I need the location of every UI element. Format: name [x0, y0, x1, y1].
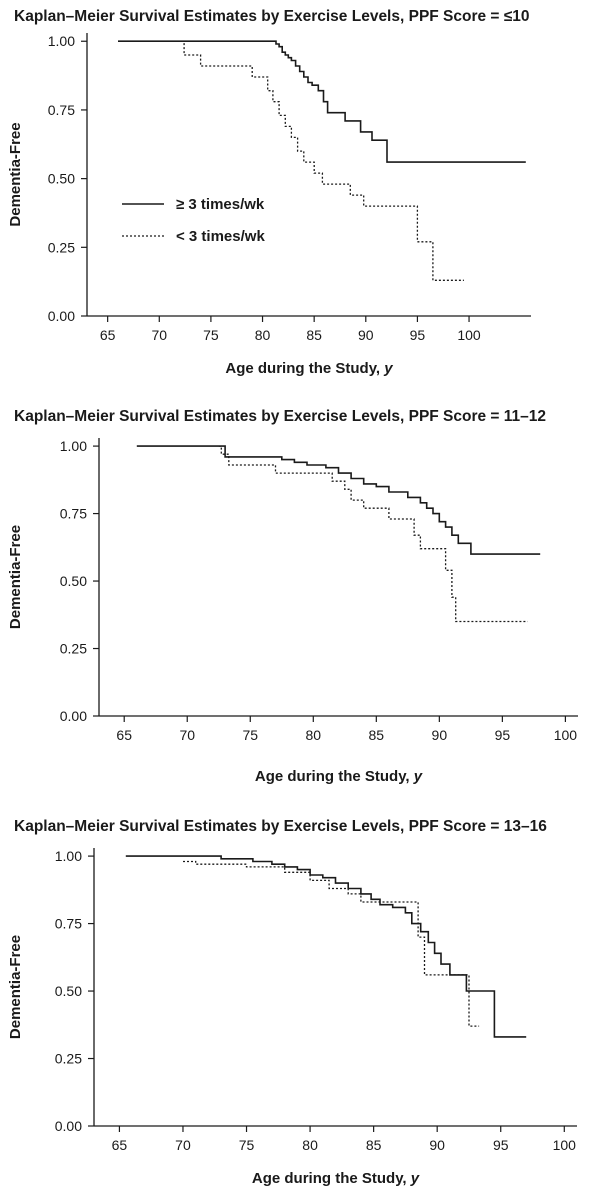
x-axis-title-text: Age during the Study, — [225, 360, 384, 377]
y-tick-label: 0.75 — [60, 506, 87, 522]
x-tick-label: 95 — [493, 1137, 509, 1153]
x-tick-label: 65 — [116, 727, 132, 743]
x-tick-label: 90 — [432, 727, 448, 743]
x-tick-label: 85 — [306, 327, 322, 343]
y-tick-label: 0.00 — [55, 1118, 82, 1134]
km-curve-ge3-times-wk — [118, 40, 526, 163]
x-tick-label: 95 — [495, 727, 511, 743]
y-axis-title: Dementia-Free — [7, 525, 24, 629]
km-plot-ppf-13-16: 65 70 75 80 85 90 95 100 1.00 0.75 0.50 0.25 0.00 Age… — [7, 848, 577, 1187]
km-plot-ppf-10: 65 70 75 80 85 90 95 100 1.00 0.75 0.50 0.25 0.00 Age… — [7, 33, 531, 377]
x-tick-label: 100 — [554, 727, 578, 743]
x-axis-title-variable: y — [383, 360, 393, 377]
x-tick-label: 80 — [255, 327, 271, 343]
x-tick-label: 100 — [553, 1137, 577, 1153]
km-curve-ge3-times-wk — [125, 855, 527, 1038]
x-tick-label: 75 — [239, 1137, 255, 1153]
y-tick-label: 0.00 — [60, 708, 87, 724]
y-axis-title: Dementia-Free — [7, 935, 24, 1039]
x-tick-label: 95 — [410, 327, 426, 343]
x-axis-title-variable: y — [413, 768, 423, 785]
y-tick-label: 1.00 — [55, 848, 82, 864]
x-axis-title: Age during the Study, y — [252, 1170, 420, 1187]
x-tick-label: 75 — [242, 727, 258, 743]
x-tick-label: 65 — [112, 1137, 128, 1153]
chart-panel-3: Kaplan–Meier Survival Estimates by Exerc… — [0, 818, 591, 1194]
y-tick-label: 0.50 — [48, 171, 75, 187]
x-tick-label: 80 — [302, 1137, 318, 1153]
y-tick-label: 0.25 — [55, 1051, 82, 1067]
x-tick-label: 70 — [179, 727, 195, 743]
y-tick-label: 0.75 — [55, 916, 82, 932]
km-curve-lt3-times-wk — [183, 860, 480, 1027]
x-tick-label: 75 — [203, 327, 219, 343]
chart-title: Kaplan–Meier Survival Estimates by Exerc… — [14, 818, 547, 835]
y-tick-label: 0.75 — [48, 102, 75, 118]
x-tick-label: 100 — [457, 327, 481, 343]
legend-label: < 3 times/wk — [176, 228, 265, 245]
y-tick-label: 1.00 — [60, 438, 87, 454]
y-axis-title: Dementia-Free — [7, 122, 24, 226]
y-tick-label: 0.25 — [60, 641, 87, 657]
chart-panel-1: Kaplan–Meier Survival Estimates by Exerc… — [0, 8, 591, 388]
x-axis-title: Age during the Study, y — [225, 360, 393, 377]
y-tick-label: 0.00 — [48, 308, 75, 324]
x-tick-label: 90 — [358, 327, 374, 343]
x-axis-title-text: Age during the Study, — [255, 768, 414, 785]
km-plot-ppf-11-12: 65 70 75 80 85 90 95 100 1.00 0.75 0.50 0.25 0.00 Age… — [7, 438, 578, 785]
x-tick-label: 85 — [369, 727, 385, 743]
x-axis-title-text: Age during the Study, — [252, 1170, 411, 1187]
chart-title: Kaplan–Meier Survival Estimates by Exerc… — [14, 8, 530, 25]
km-curve-lt3-times-wk — [218, 445, 528, 623]
legend-label: ≥ 3 times/wk — [176, 196, 265, 213]
x-axis-title-variable: y — [410, 1170, 420, 1187]
x-tick-label: 70 — [151, 327, 167, 343]
x-tick-label: 70 — [175, 1137, 191, 1153]
y-tick-label: 0.25 — [48, 239, 75, 255]
x-tick-label: 65 — [100, 327, 116, 343]
x-tick-label: 90 — [429, 1137, 445, 1153]
y-tick-label: 1.00 — [48, 33, 75, 49]
x-tick-label: 85 — [366, 1137, 382, 1153]
chart-panel-2: Kaplan–Meier Survival Estimates by Exerc… — [0, 408, 591, 793]
km-curve-ge3-times-wk — [136, 445, 541, 555]
chart-title: Kaplan–Meier Survival Estimates by Exerc… — [14, 408, 547, 425]
x-tick-label: 80 — [306, 727, 322, 743]
y-tick-label: 0.50 — [55, 983, 82, 999]
y-tick-label: 0.50 — [60, 573, 87, 589]
x-axis-title: Age during the Study, y — [255, 768, 423, 785]
